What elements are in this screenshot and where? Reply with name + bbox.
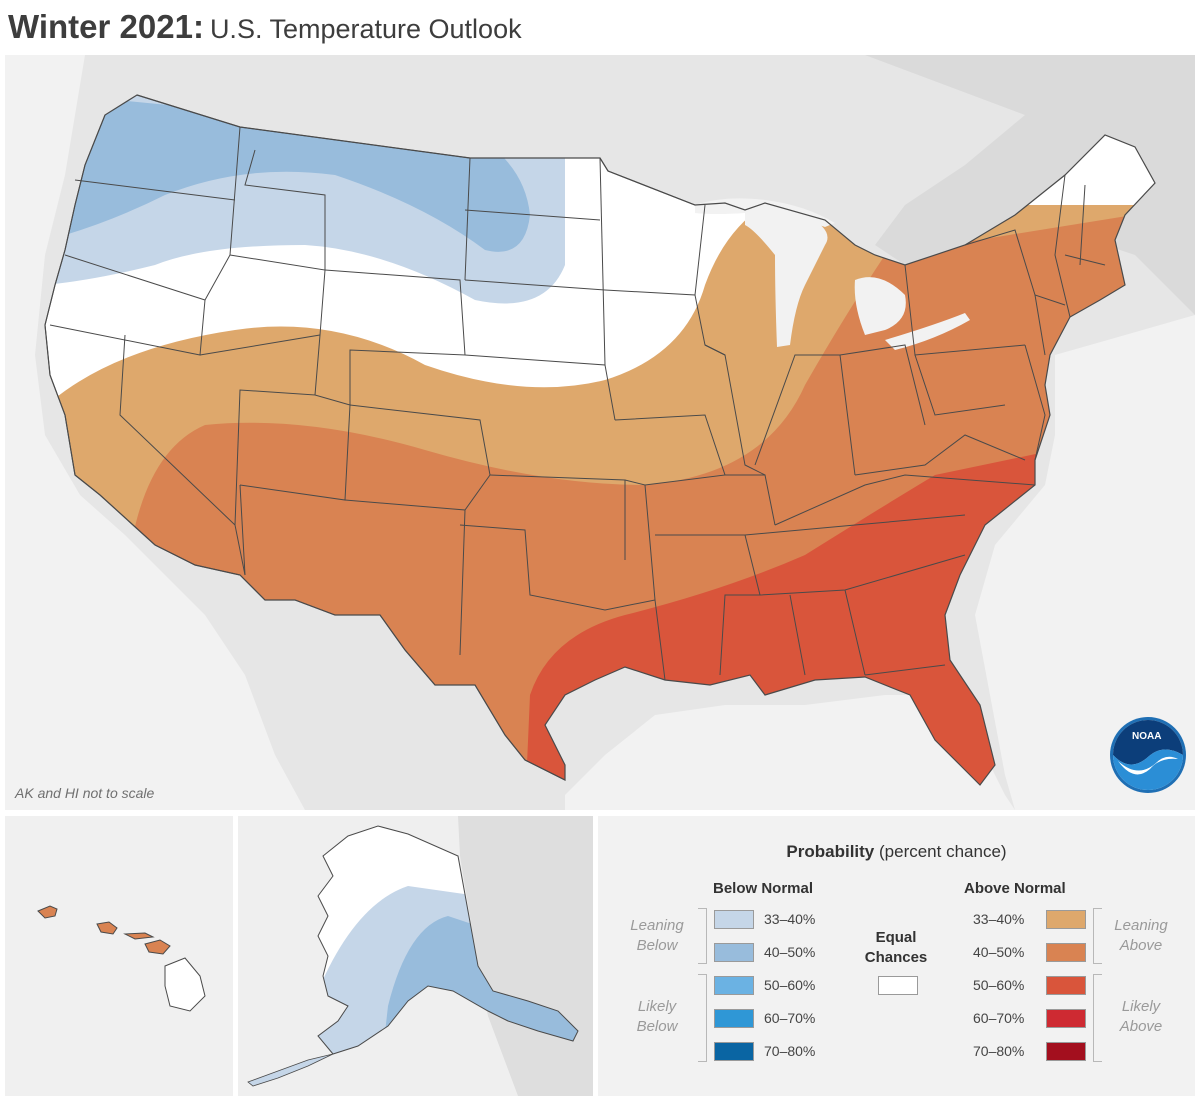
canada-east (865, 55, 1195, 315)
noaa-logo-text: NOAA (1132, 731, 1162, 742)
below-label-50-60: 50–60% (764, 977, 816, 993)
lake-michigan (745, 208, 828, 347)
below-swatch-50-60 (714, 976, 754, 995)
equal-chances-swatch (878, 976, 918, 995)
legend-title: Probability (percent chance) (598, 842, 1195, 862)
scale-note: AK and HI not to scale (15, 785, 155, 801)
oahu-island (96, 921, 118, 935)
page-title: Winter 2021: U.S. Temperature Outlook (8, 8, 522, 46)
below-normal-heading: Below Normal (713, 880, 814, 897)
alaska-inset (238, 816, 593, 1096)
above-swatch-33-40 (1046, 910, 1086, 929)
above-swatch-50-60 (1046, 976, 1086, 995)
above-label-70-80: 70–80% (973, 1043, 1025, 1059)
legend-title-bold: Probability (786, 842, 875, 861)
likely-above-label: Likely Above (1119, 998, 1163, 1035)
lake-erie (885, 313, 970, 350)
above-label-50-60: 50–60% (973, 977, 1025, 993)
noaa-logo (1110, 717, 1186, 793)
legend: Probability (percent chance) Below Norma… (598, 816, 1195, 1096)
hawaii-svg (37, 905, 206, 1012)
pacific-ocean (5, 55, 305, 810)
alaska-outline (317, 825, 579, 1055)
gulf-of-mexico (565, 695, 1015, 810)
hawaii-islands (37, 905, 206, 1012)
leaning-above-label: Leaning Above (1114, 917, 1168, 954)
below-label-40-50: 40–50% (764, 944, 816, 960)
maui-island (144, 939, 171, 955)
above-label-33-40: 33–40% (973, 911, 1025, 927)
equal-chances-label: Equal Chances (864, 929, 928, 966)
lake-superior (695, 198, 835, 227)
leaning-below-label: Leaning Below (630, 917, 684, 954)
above-label-40-50: 40–50% (973, 944, 1025, 960)
legend-title-rest: (percent chance) (879, 842, 1007, 861)
big-island (164, 957, 206, 1012)
below-swatch-40-50 (714, 943, 754, 962)
conus-map-svg (5, 55, 1195, 810)
aleutian-islands (247, 1053, 334, 1087)
above-label-60-70: 60–70% (973, 1010, 1025, 1026)
above-swatch-70-80 (1046, 1042, 1086, 1061)
title-bold: Winter 2021: (8, 8, 204, 45)
conus-map: NOAA AK and HI not to scale (5, 55, 1195, 810)
conus-outline (44, 94, 1156, 786)
kauai-island (37, 905, 58, 919)
below-swatch-33-40 (714, 910, 754, 929)
lake-huron (854, 277, 906, 335)
below-label-33-40: 33–40% (764, 911, 816, 927)
leaning-below-bracket (698, 908, 707, 964)
title-subtitle: U.S. Temperature Outlook (209, 14, 522, 44)
atlantic-ocean (975, 315, 1195, 810)
molokai-island (123, 932, 155, 940)
above-swatch-40-50 (1046, 943, 1086, 962)
below-swatch-70-80 (714, 1042, 754, 1061)
below-label-60-70: 60–70% (764, 1010, 816, 1026)
hawaii-inset (5, 816, 233, 1096)
likely-above-bracket (1093, 974, 1102, 1062)
alaska-svg (238, 816, 593, 1096)
below-swatch-60-70 (714, 1009, 754, 1028)
likely-below-label: Likely Below (636, 998, 678, 1035)
leaning-above-bracket (1093, 908, 1102, 964)
likely-below-bracket (698, 974, 707, 1062)
above-normal-heading: Above Normal (964, 880, 1066, 897)
below-label-70-80: 70–80% (764, 1043, 816, 1059)
above-swatch-60-70 (1046, 1009, 1086, 1028)
